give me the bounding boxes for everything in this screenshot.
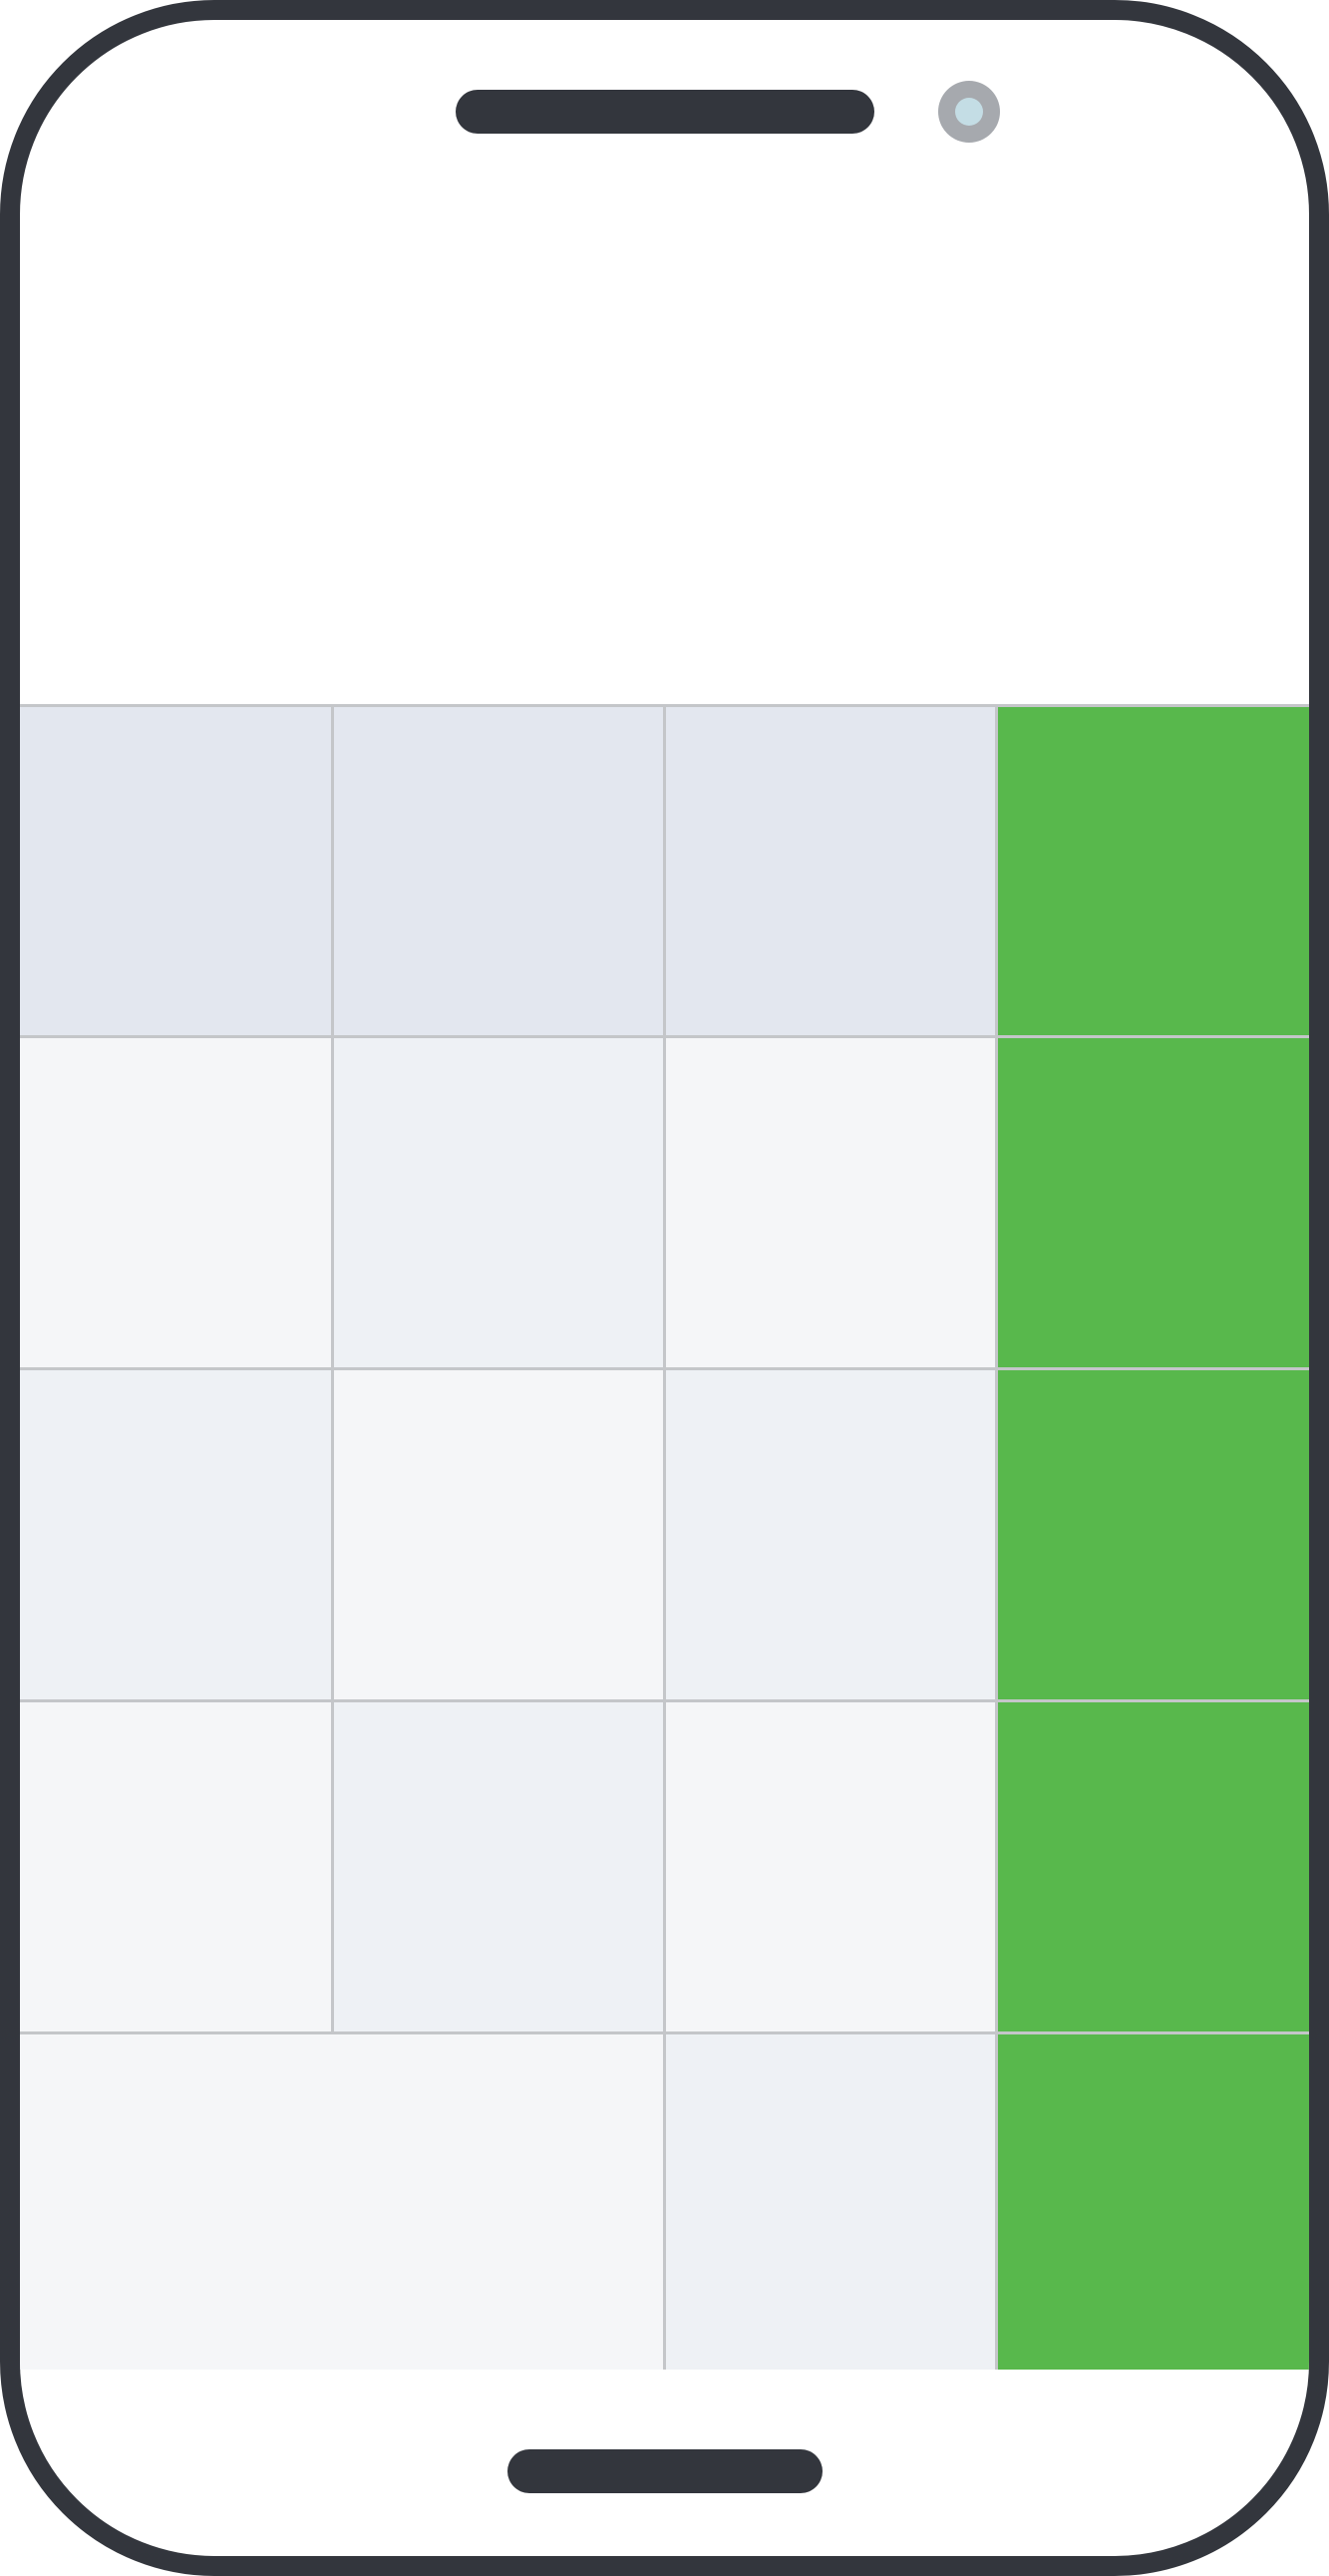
header-block-1 — [20, 704, 332, 1036]
grid-line-col-3 — [995, 704, 998, 2370]
accent-block-5 — [996, 2032, 1309, 2370]
wireframe-grid — [20, 704, 1309, 2370]
accent-block-2 — [996, 1036, 1309, 1368]
camera-lens-icon — [955, 98, 983, 126]
content-block-r2c2 — [332, 1036, 664, 1368]
content-block-r3c1 — [20, 1368, 332, 1700]
content-block-r4c3 — [664, 1700, 996, 2032]
content-block-r2c1 — [20, 1036, 332, 1368]
header-block-2 — [332, 704, 664, 1036]
header-block-3 — [664, 704, 996, 1036]
content-block-r2c3 — [664, 1036, 996, 1368]
accent-block-3 — [996, 1368, 1309, 1700]
content-block-r4c1 — [20, 1700, 332, 2032]
speaker-grille-icon — [456, 90, 874, 134]
content-block-r3c2 — [332, 1368, 664, 1700]
home-indicator-icon — [507, 2449, 823, 2493]
accent-block-1 — [996, 704, 1309, 1036]
accent-block-4 — [996, 1700, 1309, 2032]
content-block-r5c3 — [664, 2032, 996, 2370]
front-camera-icon — [938, 81, 1000, 143]
content-block-r3c3 — [664, 1368, 996, 1700]
content-block-r4c2 — [332, 1700, 664, 2032]
grid-line-col-2 — [663, 704, 666, 2370]
grid-line-col-1 — [331, 704, 334, 2032]
content-block-r5-wide — [20, 2032, 664, 2370]
